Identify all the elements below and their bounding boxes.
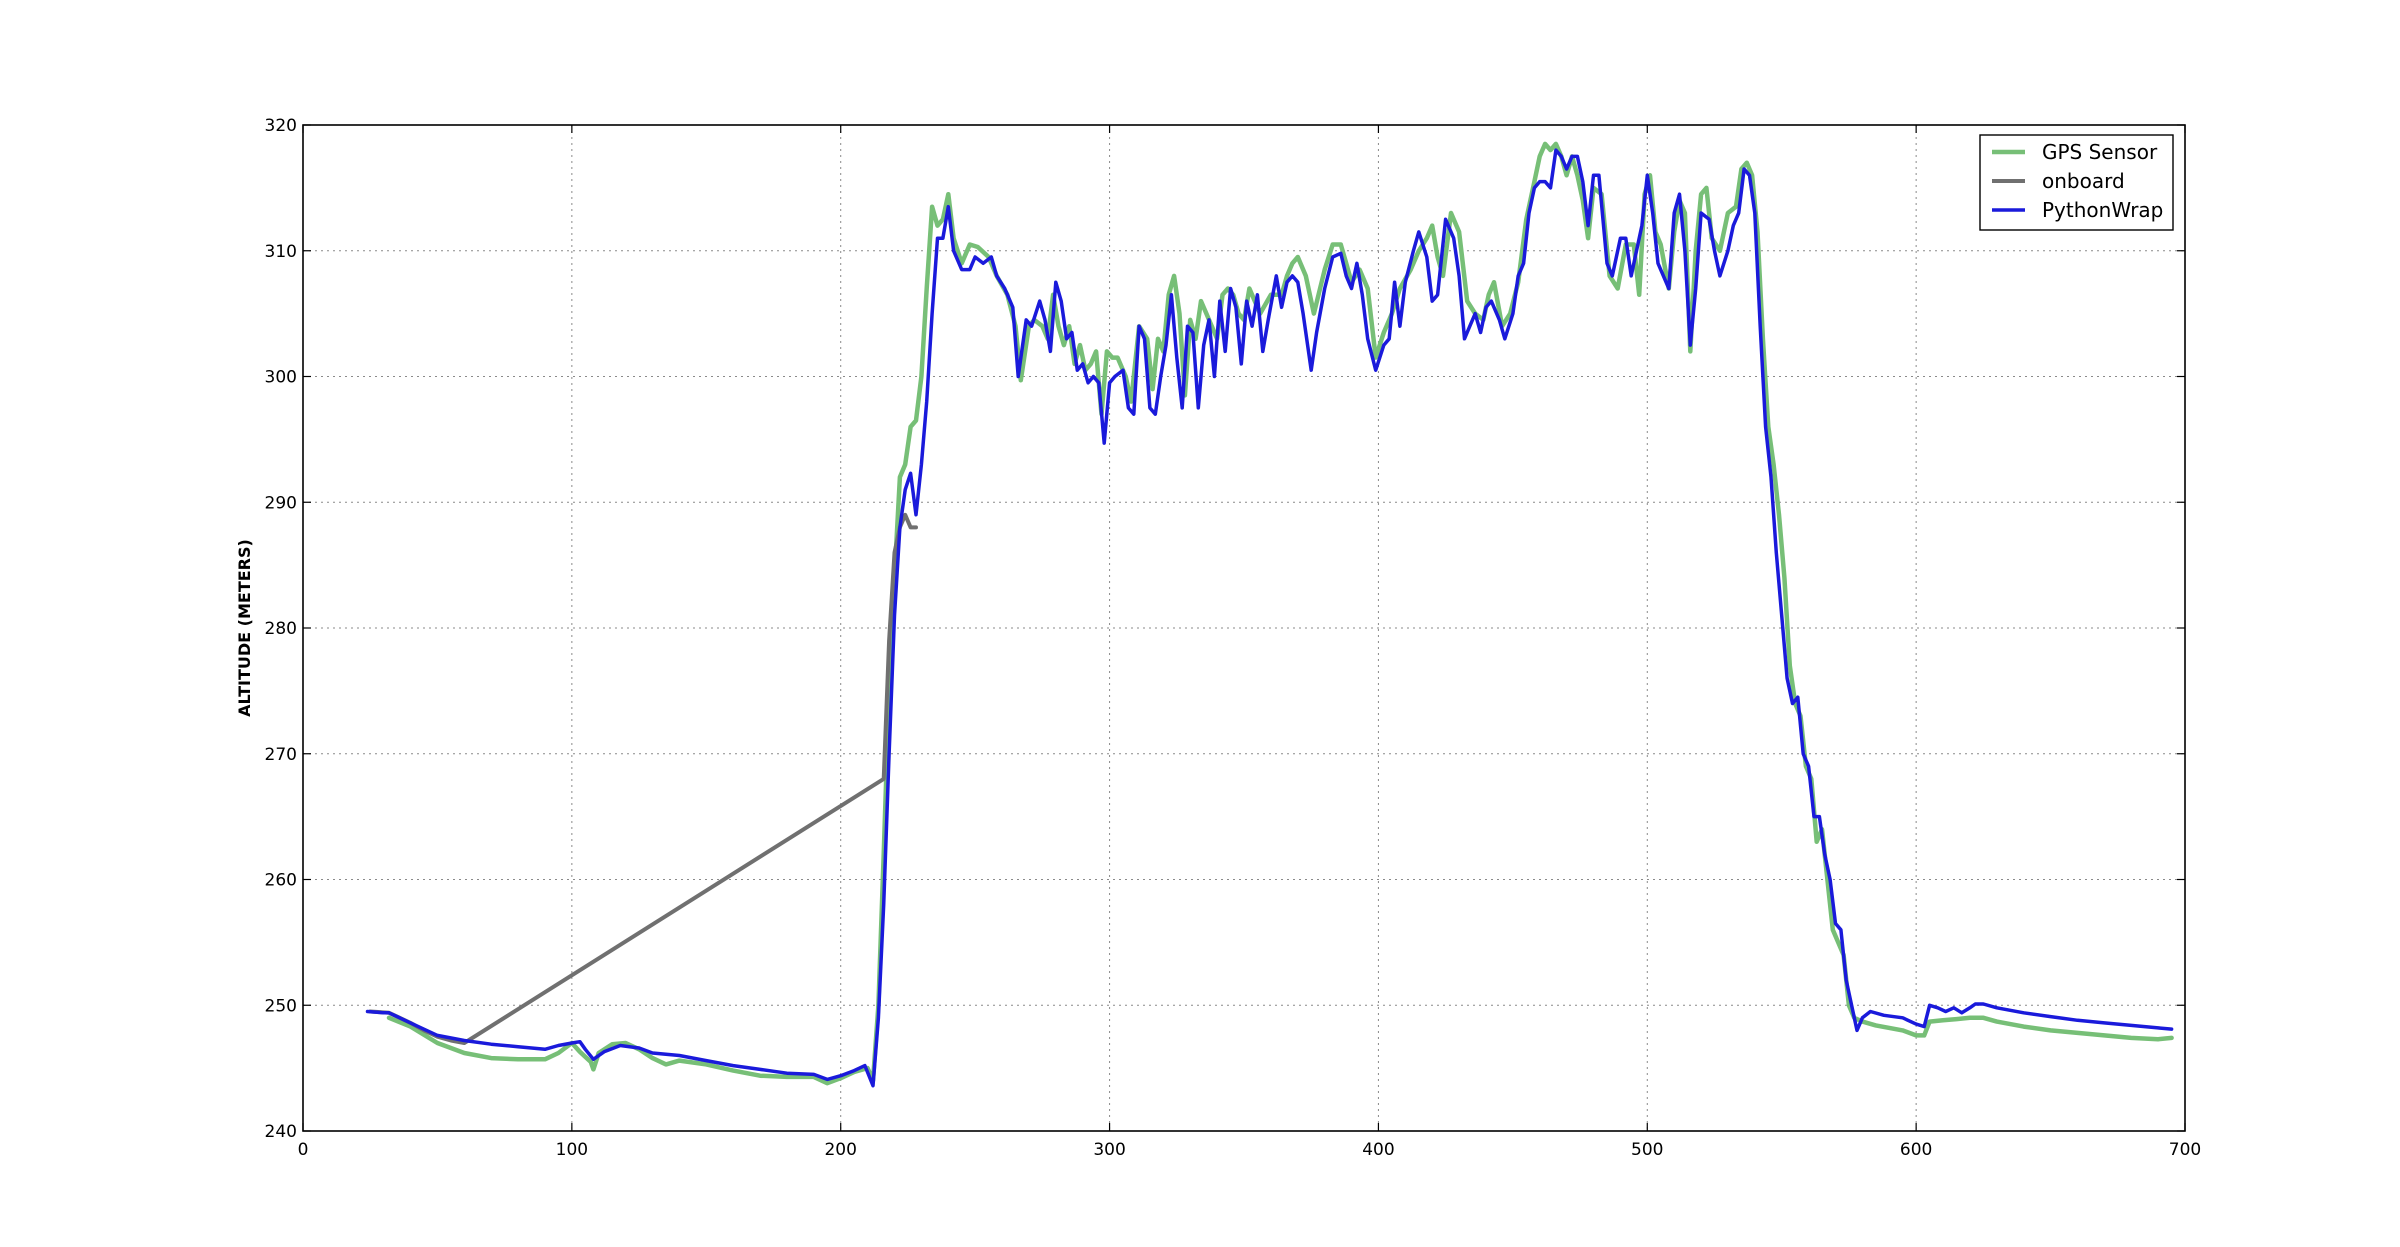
legend-label: GPS Sensor — [2042, 140, 2158, 164]
y-tick-label: 300 — [265, 368, 297, 388]
x-tick-label: 700 — [2169, 1140, 2201, 1160]
y-tick-label: 250 — [265, 996, 297, 1016]
x-tick-label: 0 — [298, 1140, 309, 1160]
axis-ticks: 0 100 200 300 400 500 600 700 240 250 260 270 280 290… — [265, 116, 2202, 1160]
series-line-gps-sensor — [386, 141, 2174, 1086]
y-tick-label: 310 — [265, 242, 297, 262]
series-line-pythonwrap — [365, 148, 2174, 1088]
legend-label: onboard — [2042, 169, 2125, 193]
x-tick-label: 500 — [1631, 1140, 1663, 1160]
series-lines — [365, 141, 2174, 1088]
x-tick-label: 400 — [1362, 1140, 1394, 1160]
x-tick-label: 600 — [1900, 1140, 1932, 1160]
y-axis-label: ALTITUDE (METERS) — [235, 539, 254, 717]
y-tick-label: 280 — [265, 619, 297, 639]
x-tick-label: 200 — [824, 1140, 856, 1160]
grid — [303, 125, 2185, 1131]
y-tick-label: 320 — [265, 116, 297, 136]
y-tick-label: 240 — [265, 1122, 297, 1142]
x-tick-label: 100 — [556, 1140, 588, 1160]
legend-label: PythonWrap — [2042, 198, 2163, 222]
y-tick-label: 260 — [265, 871, 297, 891]
y-tick-label: 270 — [265, 745, 297, 765]
x-tick-label: 300 — [1093, 1140, 1125, 1160]
y-tick-label: 290 — [265, 493, 297, 513]
legend: GPS Sensor onboard PythonWrap — [1979, 134, 2174, 231]
